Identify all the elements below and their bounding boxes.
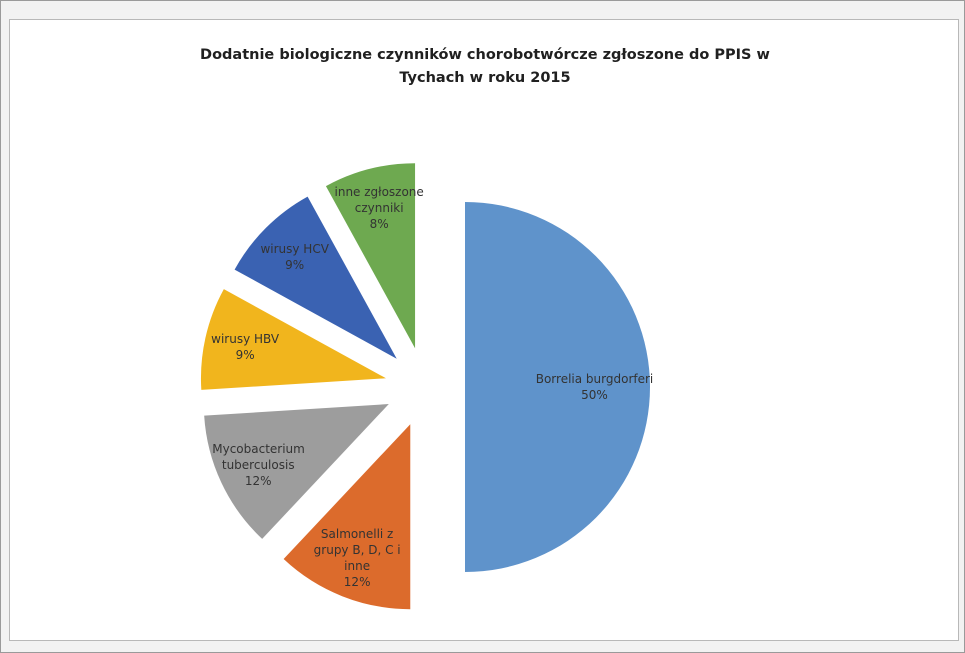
pie-slice <box>200 289 386 390</box>
value-label: 9% <box>235 347 255 362</box>
category-label: inne zgłoszone czynniki <box>334 185 424 216</box>
pie-slice <box>325 163 416 349</box>
data-label: inne zgłoszone czynniki 8% <box>333 184 425 232</box>
pie-slice <box>283 424 411 610</box>
category-label: Borrelia burgdorferi <box>535 372 654 386</box>
value-label: 9% <box>285 257 305 272</box>
data-label: wirusy HCV 9% <box>249 241 341 273</box>
data-label: Mycobacterium tuberculosis 12% <box>212 441 305 489</box>
category-label: Mycobacterium tuberculosis <box>212 442 305 473</box>
value-label: 12% <box>244 474 272 489</box>
pie-slice <box>465 202 650 572</box>
data-label: wirusy HBV 9% <box>199 331 291 363</box>
value-label: 8% <box>369 217 389 232</box>
value-label: 12% <box>343 575 371 590</box>
pie-slice <box>204 404 389 539</box>
data-label: Salmonelli z grupy B, D, C i inne 12% <box>311 526 403 590</box>
value-label: 50% <box>581 388 608 402</box>
chart-title: Dodatnie biologiczne czynników chorobotw… <box>200 47 770 86</box>
pie-slice <box>234 196 397 359</box>
pie-chart <box>200 163 650 610</box>
category-label: wirusy HBV <box>211 331 280 346</box>
chart-area: Dodatnie biologiczne czynników chorobotw… <box>9 19 959 641</box>
category-label: Salmonelli z grupy B, D, C i inne <box>313 527 401 574</box>
data-label: Borrelia burgdorferi 50% <box>515 371 675 403</box>
category-label: wirusy HCV <box>260 241 329 256</box>
